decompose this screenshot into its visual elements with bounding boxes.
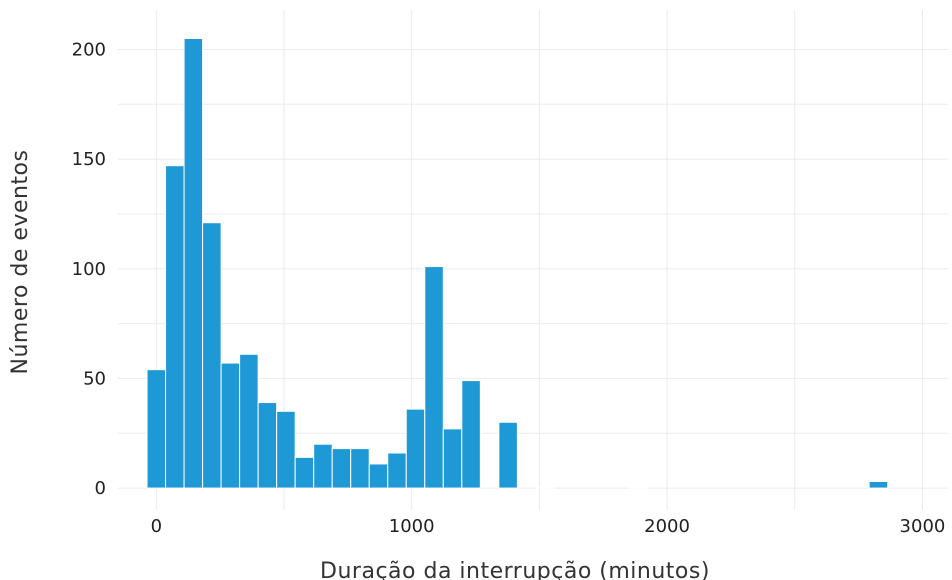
histogram-bar xyxy=(535,486,555,489)
y-tick-label: 50 xyxy=(83,368,106,389)
histogram-bar xyxy=(368,463,389,489)
histogram-bar xyxy=(498,421,518,489)
x-tick-labels: 0 1000 2000 3000 xyxy=(151,516,946,537)
histogram-bar xyxy=(202,222,222,489)
histogram-bar xyxy=(257,402,278,489)
histogram-bar xyxy=(405,408,426,489)
histogram-bar xyxy=(220,362,241,489)
histogram-bar xyxy=(183,38,204,489)
y-tick-label: 100 xyxy=(72,259,106,280)
histogram-bar xyxy=(146,369,167,489)
histogram-bar xyxy=(350,448,370,489)
histogram-bar xyxy=(387,452,407,489)
histogram-bar xyxy=(627,486,648,489)
histogram-bar xyxy=(424,266,444,489)
y-tick-label: 150 xyxy=(72,149,106,170)
y-tick-label: 0 xyxy=(95,478,106,499)
histogram-bar xyxy=(442,428,463,489)
histogram-bar xyxy=(313,443,333,489)
y-tick-labels: 0 50 100 150 200 xyxy=(72,39,106,499)
histogram-bar xyxy=(165,165,185,489)
x-tick-label: 2000 xyxy=(644,516,690,537)
histogram-bar xyxy=(239,353,259,489)
histogram-bar xyxy=(276,410,296,489)
x-tick-label: 1000 xyxy=(389,516,435,537)
histogram-bar xyxy=(868,480,889,489)
bars xyxy=(146,38,889,489)
histogram-bar xyxy=(461,380,481,489)
y-axis-title: Número de eventos xyxy=(8,150,33,375)
grid-lines xyxy=(118,10,948,510)
histogram-bar xyxy=(294,456,315,489)
histogram-bar xyxy=(331,448,352,489)
x-axis-title: Duração da interrupção (minutos) xyxy=(320,559,710,580)
x-tick-label: 3000 xyxy=(900,516,946,537)
x-tick-label: 0 xyxy=(151,516,162,537)
y-tick-label: 200 xyxy=(72,39,106,60)
